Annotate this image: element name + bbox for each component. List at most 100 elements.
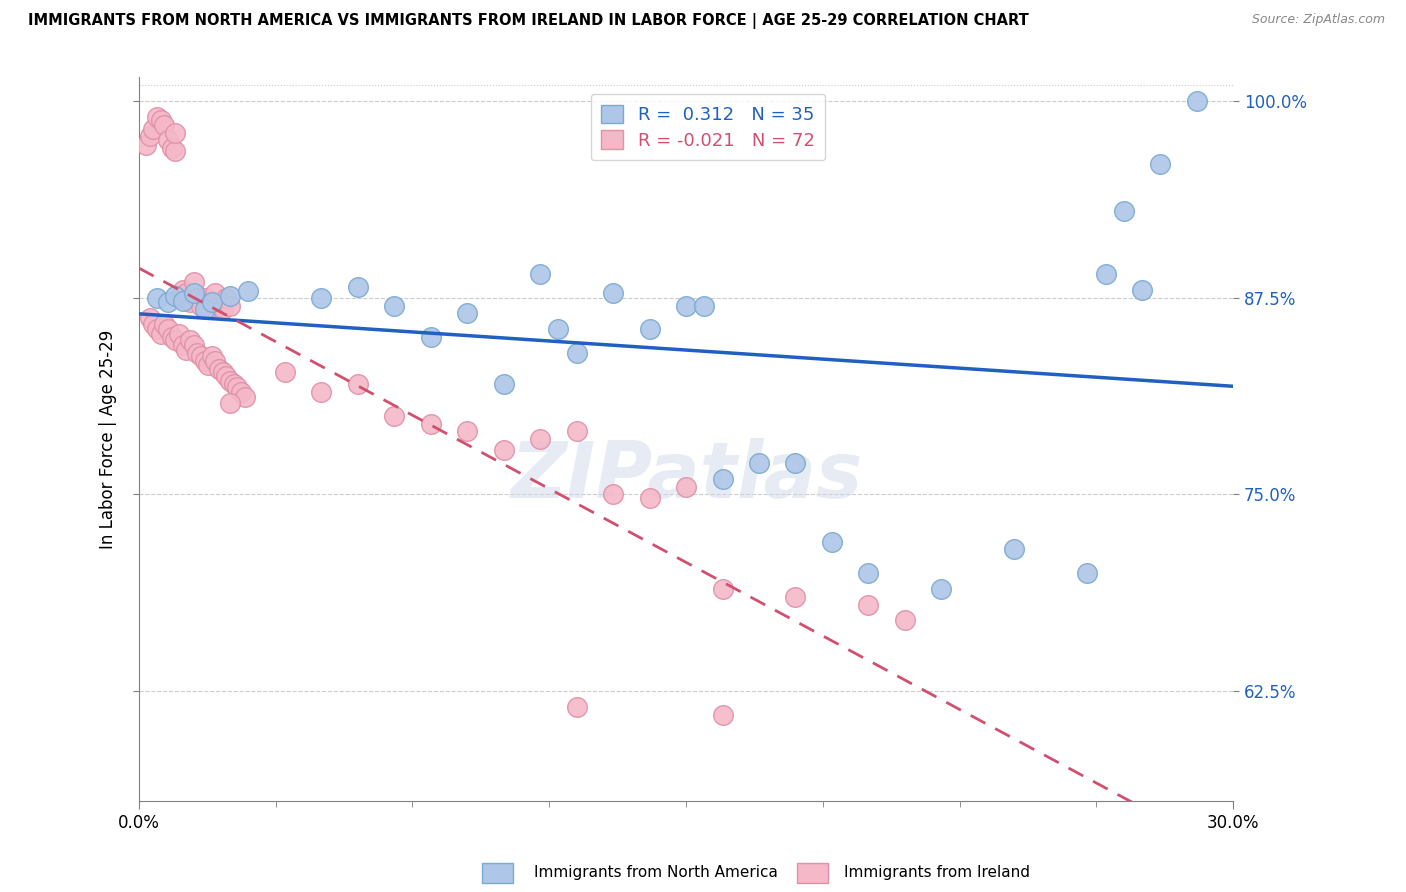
Point [748, 456, 770, 470]
Text: Source: ZipAtlas.com: Source: ZipAtlas.com [1251, 13, 1385, 27]
Point [179, 333, 201, 347]
Point [274, 365, 297, 379]
Point [211, 365, 233, 379]
Point [197, 301, 219, 316]
Point [165, 333, 187, 347]
Point [160, 141, 183, 155]
Point [193, 301, 215, 316]
Point [208, 299, 231, 313]
Point [456, 425, 478, 439]
Y-axis label: In Labor Force | Age 25-29: In Labor Force | Age 25-29 [100, 330, 117, 549]
Text: IMMIGRANTS FROM NORTH AMERICA VS IMMIGRANTS FROM IRELAND IN LABOR FORCE | AGE 25: IMMIGRANTS FROM NORTH AMERICA VS IMMIGRA… [28, 13, 1029, 29]
Point [675, 479, 697, 493]
Point [311, 385, 333, 400]
Point [222, 377, 245, 392]
Point [215, 291, 238, 305]
Point [219, 374, 242, 388]
Point [190, 299, 212, 313]
Point [215, 369, 238, 384]
Point [135, 138, 157, 153]
Point [638, 322, 661, 336]
Point [167, 291, 190, 305]
Point [157, 322, 180, 336]
Point [183, 275, 205, 289]
Point [711, 707, 734, 722]
Point [146, 110, 169, 124]
Point [229, 385, 252, 400]
Point [219, 289, 242, 303]
Point [693, 299, 716, 313]
Point [165, 126, 187, 140]
Point [201, 295, 224, 310]
Text: Immigrants from Ireland: Immigrants from Ireland [844, 865, 1029, 880]
Point [153, 318, 176, 332]
Point [821, 534, 844, 549]
Point [1094, 267, 1116, 281]
Point [233, 390, 256, 404]
Point [547, 322, 569, 336]
Point [711, 582, 734, 596]
Point [346, 377, 368, 392]
Point [226, 380, 249, 394]
Point [565, 345, 588, 359]
Point [172, 338, 194, 352]
Point [142, 122, 165, 136]
Point [492, 377, 515, 392]
Point [165, 289, 187, 303]
Point [176, 343, 198, 357]
Point [931, 582, 953, 596]
Point [638, 491, 661, 505]
Point [1130, 283, 1153, 297]
Point [311, 291, 333, 305]
Point [193, 291, 215, 305]
Point [602, 285, 624, 300]
Point [146, 322, 169, 336]
Point [186, 345, 208, 359]
Point [139, 311, 162, 326]
Point [1149, 157, 1171, 171]
Point [183, 289, 205, 303]
Point [711, 472, 734, 486]
Point [382, 409, 405, 423]
Point [146, 291, 169, 305]
Point [529, 267, 551, 281]
Point [419, 417, 441, 431]
Point [183, 285, 205, 300]
Point [165, 145, 187, 159]
Point [172, 293, 194, 308]
Point [1185, 94, 1208, 108]
Point [204, 285, 226, 300]
Point [785, 456, 807, 470]
Point [201, 349, 224, 363]
Text: Immigrants from North America: Immigrants from North America [534, 865, 778, 880]
Point [894, 613, 917, 627]
Point [219, 396, 242, 410]
Legend: R =  0.312   N = 35, R = -0.021   N = 72: R = 0.312 N = 35, R = -0.021 N = 72 [591, 94, 825, 161]
Point [204, 353, 226, 368]
Point [1112, 204, 1135, 219]
Point [419, 330, 441, 344]
Point [208, 361, 231, 376]
Point [179, 295, 201, 310]
Point [602, 487, 624, 501]
Point [529, 433, 551, 447]
Point [167, 326, 190, 341]
Point [197, 359, 219, 373]
Point [149, 326, 172, 341]
Point [565, 425, 588, 439]
Point [1076, 566, 1098, 580]
Point [160, 330, 183, 344]
Point [153, 118, 176, 132]
Point [492, 443, 515, 458]
Point [193, 353, 215, 368]
Point [238, 285, 260, 299]
Point [675, 299, 697, 313]
Point [172, 283, 194, 297]
Point [785, 590, 807, 604]
Point [456, 306, 478, 320]
Point [382, 299, 405, 313]
Point [565, 699, 588, 714]
Point [346, 279, 368, 293]
Point [176, 285, 198, 300]
Point [858, 566, 880, 580]
